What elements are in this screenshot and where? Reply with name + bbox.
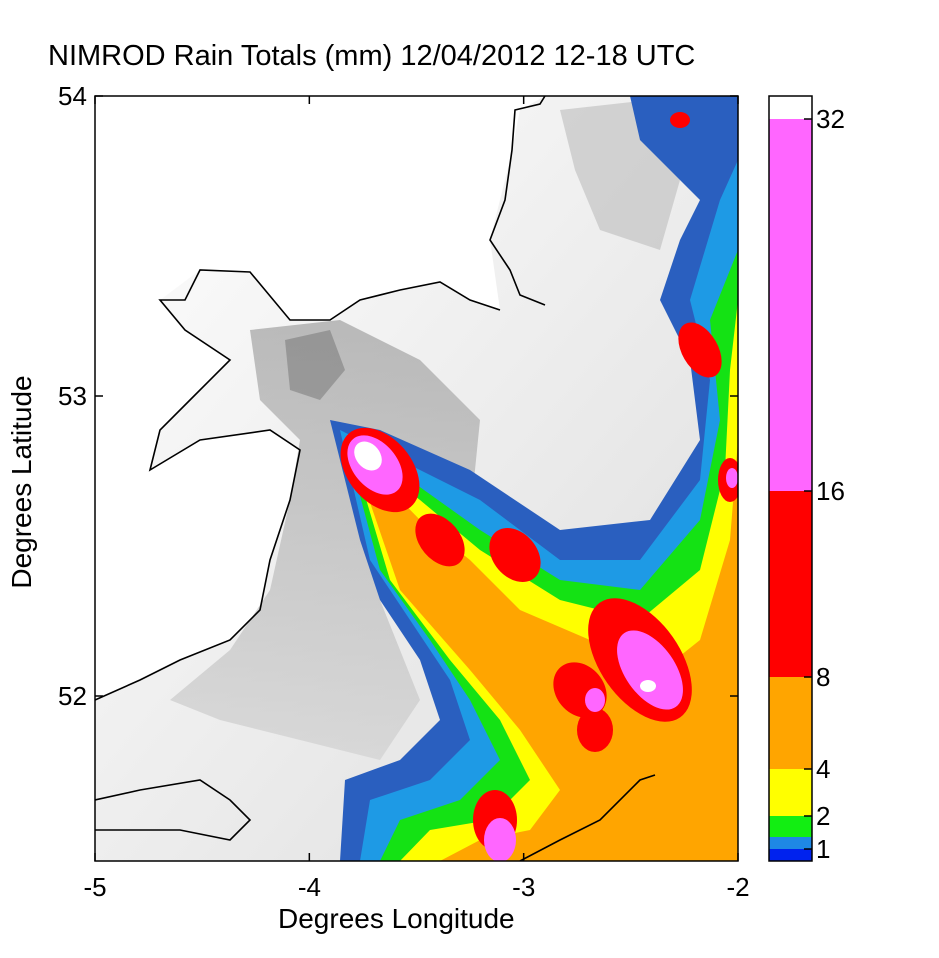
colorbar-segment (769, 119, 812, 491)
colorbar-segment (769, 491, 812, 677)
rain-cores-white (354, 441, 656, 692)
wales-hills (170, 320, 480, 760)
colorbar-segment (769, 816, 812, 837)
colorbar-segment (769, 769, 812, 816)
colorbar-tick-label: 16 (816, 475, 845, 506)
colorbar-tick-label: 1 (816, 833, 831, 864)
snowdonia-peaks (285, 330, 345, 400)
x-tick-label: -2 (726, 872, 750, 902)
colorbar-segment (769, 96, 812, 119)
chart-title: NIMROD Rain Totals (mm) 12/04/2012 12-18… (48, 40, 696, 72)
x-tick-label: -3 (512, 872, 536, 902)
y-tick-label: 52 (58, 680, 87, 711)
colorbar-tick-label: 8 (816, 661, 831, 692)
y-axis-label: Degrees Latitude (6, 375, 37, 589)
y-tick-marks (95, 95, 738, 697)
y-tick-label: 54 (58, 80, 87, 111)
colorbar-segment (769, 837, 812, 849)
colorbar-tick-label: 4 (816, 753, 831, 784)
colorbar-frame (768, 95, 813, 862)
x-tick-marks (94, 96, 739, 861)
x-axis-label: Degrees Longitude (278, 903, 515, 934)
coastline (95, 96, 656, 861)
x-tick-label: -4 (297, 872, 321, 902)
y-tick-label: 53 (58, 380, 87, 411)
x-tick-label: -5 (83, 872, 107, 902)
colorbar-tick-label: 2 (816, 800, 831, 831)
colorbar-segment (769, 849, 812, 861)
plot-frame (94, 95, 739, 862)
colorbar-segment (769, 677, 812, 769)
colorbar (769, 96, 812, 861)
colorbar-tick-label: 32 (816, 103, 845, 134)
